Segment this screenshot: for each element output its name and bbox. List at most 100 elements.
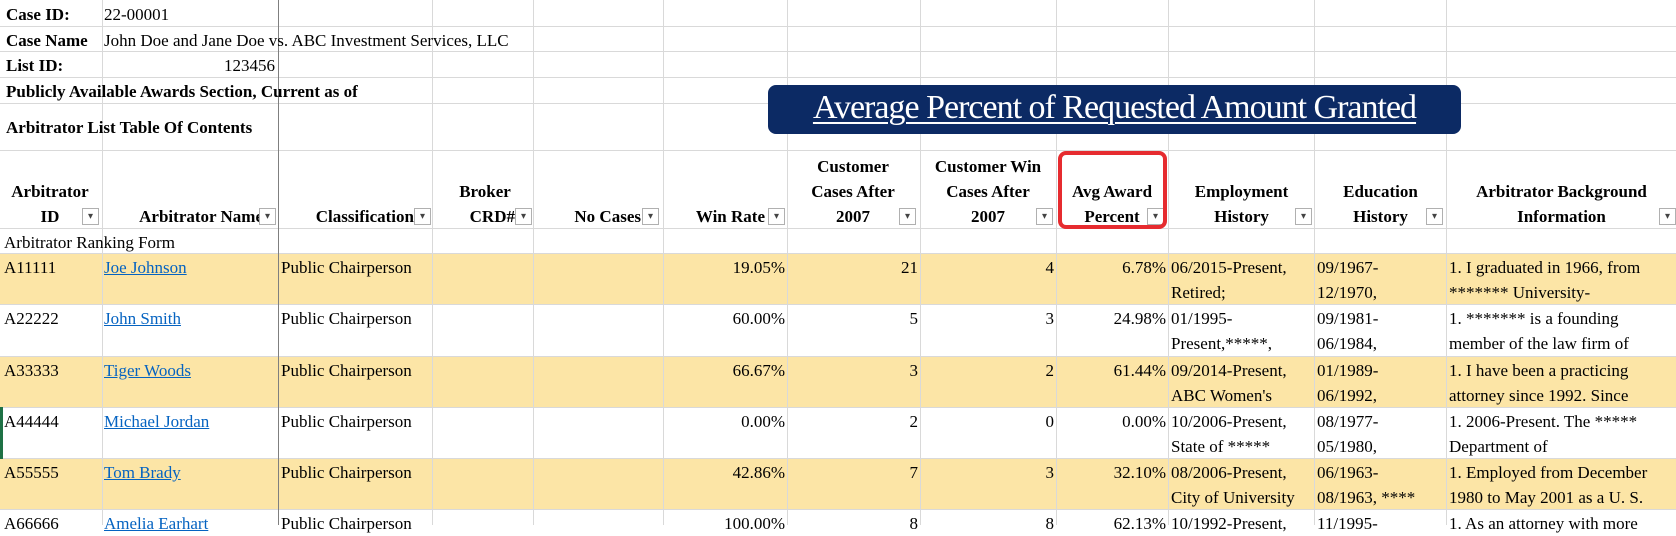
win-rate-cell[interactable]: 19.05% <box>732 258 785 277</box>
row-band <box>0 458 1676 509</box>
background-cell[interactable]: 1. I have been a practicing <box>1449 361 1629 380</box>
customer-win-cases-cell[interactable]: 3 <box>1045 309 1055 328</box>
filter-dropdown-icon[interactable]: ▾ <box>1426 208 1443 225</box>
education-cell[interactable]: 01/1989- <box>1317 361 1379 380</box>
customer-win-cases-cell[interactable]: 2 <box>1045 361 1055 380</box>
background-cell-line2: attorney since 1992. Since <box>1449 386 1629 405</box>
filter-dropdown-icon[interactable]: ▾ <box>414 208 431 225</box>
filter-dropdown-icon[interactable]: ▾ <box>259 208 276 225</box>
arbitrator-name-link[interactable]: Joe Johnson <box>104 258 187 277</box>
employment-cell-line2: City of University <box>1171 488 1295 507</box>
filter-dropdown-icon[interactable]: ▾ <box>515 208 532 225</box>
customer-cases-cell[interactable]: 21 <box>901 258 918 277</box>
customer-win-cases-cell[interactable]: 3 <box>1045 463 1055 482</box>
avg-award-cell[interactable]: 24.98% <box>1113 309 1166 328</box>
background-cell[interactable]: 1. ******* is a founding <box>1449 309 1619 328</box>
case-id-label: Case ID: <box>6 5 70 24</box>
arbitrator-name-link[interactable]: Amelia Earhart <box>104 514 209 533</box>
customer-win-cases-cell[interactable]: 4 <box>1045 258 1055 277</box>
avg-award-cell[interactable]: 32.10% <box>1113 463 1166 482</box>
employment-cell[interactable]: 10/2006-Present, <box>1171 412 1287 431</box>
case-name-value[interactable]: John Doe and Jane Doe vs. ABC Investment… <box>104 31 509 50</box>
arbitrator-id-cell[interactable]: A11111 <box>4 258 57 277</box>
header-arbitrator-id: Arbitrator ID <box>11 182 89 226</box>
classification-cell[interactable]: Public Chairperson <box>281 258 412 277</box>
customer-cases-cell[interactable]: 2 <box>909 412 919 431</box>
background-cell-line2: Department of <box>1449 437 1548 456</box>
arbitrator-id-cell[interactable]: A44444 <box>4 412 59 431</box>
header-avg-award-percent: Avg Award Percent <box>1071 182 1153 226</box>
customer-cases-cell[interactable]: 3 <box>909 361 919 380</box>
classification-cell[interactable]: Public Chairperson <box>281 309 412 328</box>
arbitrator-id-cell[interactable]: A33333 <box>4 361 59 380</box>
avg-award-cell[interactable]: 61.44% <box>1113 361 1166 380</box>
employment-cell-line2: Present,*****, <box>1171 334 1273 353</box>
filter-dropdown-icon[interactable]: ▾ <box>1659 208 1676 225</box>
employment-cell[interactable]: 01/1995- <box>1171 309 1233 328</box>
employment-cell[interactable]: 06/2015-Present, <box>1171 258 1287 277</box>
arbitrator-name-link[interactable]: Tiger Woods <box>104 361 191 380</box>
win-rate-cell[interactable]: 66.67% <box>732 361 785 380</box>
header-classification: Classification <box>315 207 414 226</box>
arbitrator-name-link[interactable]: John Smith <box>104 309 181 328</box>
customer-cases-cell[interactable]: 7 <box>909 463 919 482</box>
filter-dropdown-icon[interactable]: ▾ <box>899 208 916 225</box>
education-cell[interactable]: 09/1981- <box>1317 309 1379 328</box>
arbitrator-id-cell[interactable]: A22222 <box>4 309 59 328</box>
background-cell-line2: member of the law firm of <box>1449 334 1629 353</box>
customer-cases-cell[interactable]: 5 <box>909 309 919 328</box>
row-band <box>0 253 1676 304</box>
win-rate-cell[interactable]: 0.00% <box>741 412 785 431</box>
avg-award-cell[interactable]: 62.13% <box>1113 514 1166 533</box>
education-cell-line2: 08/1963, **** <box>1317 488 1416 507</box>
awards-section-label: Publicly Available Awards Section, Curre… <box>6 82 358 101</box>
header-education-history: Education History <box>1343 182 1418 226</box>
classification-cell[interactable]: Public Chairperson <box>281 463 412 482</box>
win-rate-cell[interactable]: 100.00% <box>724 514 785 533</box>
customer-win-cases-cell[interactable]: 0 <box>1045 412 1055 431</box>
customer-cases-cell[interactable]: 8 <box>909 514 919 533</box>
avg-award-cell[interactable]: 6.78% <box>1122 258 1166 277</box>
win-rate-cell[interactable]: 42.86% <box>732 463 785 482</box>
employment-cell[interactable]: 08/2006-Present, <box>1171 463 1287 482</box>
education-cell[interactable]: 06/1963- <box>1317 463 1379 482</box>
header-win-rate: Win Rate <box>695 207 765 226</box>
education-cell[interactable]: 09/1967- <box>1317 258 1379 277</box>
background-cell[interactable]: 1. 2006-Present. The ***** <box>1449 412 1638 431</box>
filter-dropdown-icon[interactable]: ▾ <box>1295 208 1312 225</box>
employment-cell[interactable]: 10/1992-Present, <box>1171 514 1287 533</box>
filter-dropdown-icon[interactable]: ▾ <box>768 208 785 225</box>
toc-label: Arbitrator List Table Of Contents <box>6 118 253 137</box>
background-cell-line2: 1980 to May 2001 as a U. S. <box>1449 488 1644 507</box>
filter-dropdown-icon[interactable]: ▾ <box>642 208 659 225</box>
arbitrator-id-cell[interactable]: A55555 <box>4 463 59 482</box>
filter-dropdown-icon[interactable]: ▾ <box>82 208 99 225</box>
background-cell[interactable]: 1. Employed from December <box>1449 463 1648 482</box>
header-employment-history: Employment History <box>1194 182 1289 226</box>
arbitrator-name-link[interactable]: Michael Jordan <box>104 412 210 431</box>
classification-cell[interactable]: Public Chairperson <box>281 412 412 431</box>
filter-dropdown-icon[interactable]: ▾ <box>1036 208 1053 225</box>
case-id-value[interactable]: 22-00001 <box>104 5 170 24</box>
ranking-form-link[interactable]: Arbitrator Ranking Form <box>4 233 175 252</box>
header-arbitrator-background: Arbitrator Background Information <box>1476 182 1647 226</box>
background-cell[interactable]: 1. I graduated in 1966, from <box>1449 258 1641 277</box>
background-cell[interactable]: 1. As an attorney with more <box>1449 514 1638 533</box>
classification-cell[interactable]: Public Chairperson <box>281 514 412 533</box>
header-arbitrator-name: Arbitrator Name <box>139 207 263 226</box>
header-no-cases: No Cases <box>574 207 641 226</box>
education-cell-line2: 05/1980, <box>1317 437 1377 456</box>
education-cell[interactable]: 11/1995- <box>1317 514 1378 533</box>
classification-cell[interactable]: Public Chairperson <box>281 361 412 380</box>
arbitrator-id-cell[interactable]: A66666 <box>4 514 59 533</box>
list-id-label: List ID: <box>6 56 64 75</box>
education-cell[interactable]: 08/1977- <box>1317 412 1379 431</box>
list-id-value[interactable]: 123456 <box>224 56 275 75</box>
arbitrator-name-link[interactable]: Tom Brady <box>104 463 181 482</box>
employment-cell-line2: Retired; <box>1171 283 1226 302</box>
employment-cell[interactable]: 09/2014-Present, <box>1171 361 1287 380</box>
customer-win-cases-cell[interactable]: 8 <box>1045 514 1055 533</box>
avg-award-cell[interactable]: 0.00% <box>1122 412 1166 431</box>
win-rate-cell[interactable]: 60.00% <box>732 309 785 328</box>
